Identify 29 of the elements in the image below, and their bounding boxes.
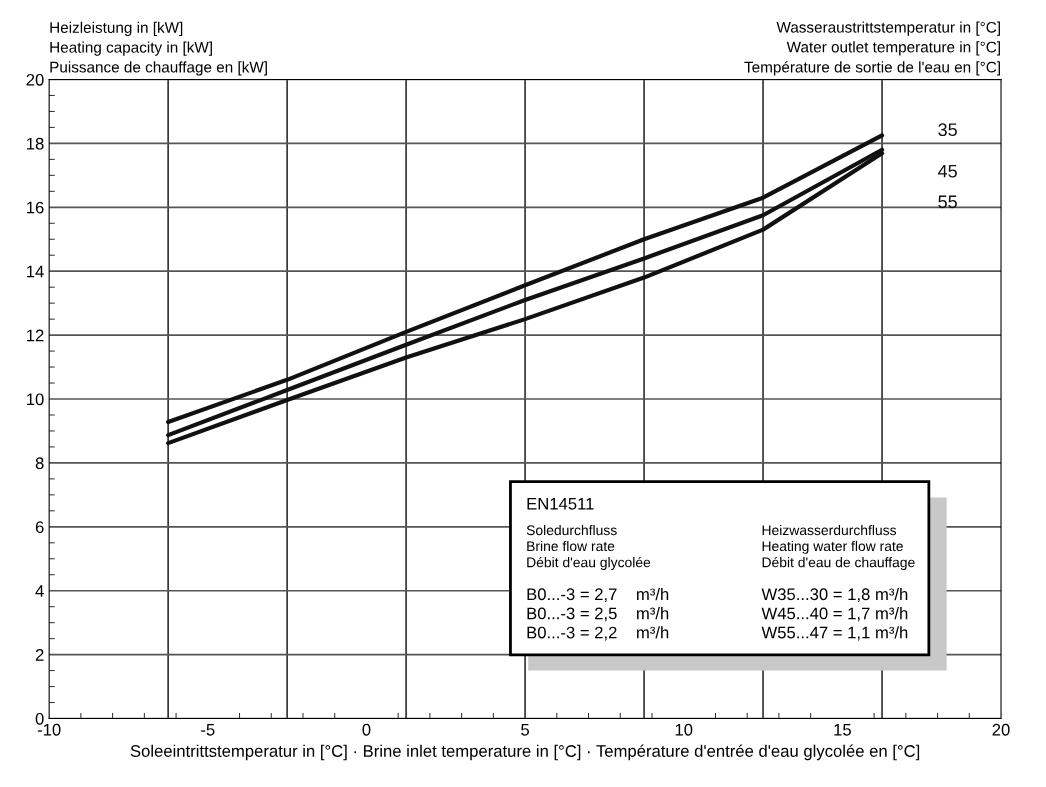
- y-tick-label: 18: [27, 137, 44, 150]
- text: 45: [938, 164, 957, 178]
- x-tick-label: -5: [201, 724, 215, 736]
- y-tick-label: 2: [35, 649, 44, 661]
- legend-title: Wasseraustrittstemperatur in [°C] Water outlet temperature in [°C] Température de sortie de l'eau en [°C]: [744, 21, 1000, 76]
- x-tick-label: 0: [362, 723, 371, 736]
- y-tick-label: 8: [35, 457, 44, 470]
- y-tick-label: 12: [27, 329, 44, 342]
- y-tick-label: 6: [35, 521, 44, 534]
- y-tick-label: 20: [26, 73, 44, 86]
- text: 35: [938, 123, 957, 137]
- x-axis-title: Soleeintrittstemperatur in [°C] · Brine inlet temperature in [°C] · Température d'entrée d'eau glycolée en [°C]: [130, 744, 920, 761]
- x-tick-label: -10: [37, 723, 61, 736]
- y-tick-label: 16: [27, 201, 44, 214]
- y-tick-label: 4: [35, 585, 44, 597]
- y-tick-label: 0: [35, 712, 44, 725]
- x-tick-label: 15: [834, 724, 851, 736]
- y-tick-label: 10: [27, 393, 44, 406]
- annotation: B0...-3 = 2,7 m³/h B0...-3 = 2,5 m³/h B0...-3 = 2,2 m³/h: [527, 587, 669, 641]
- annotation: EN14511: [527, 498, 594, 510]
- x-tick-label: 5: [521, 724, 530, 736]
- annotation: Heizwasserdurchfluss Heating water flow rate Débit d'eau de chauffage: [762, 524, 915, 571]
- x-tick-label: 20: [992, 723, 1010, 736]
- x-tick-label: 10: [675, 723, 693, 736]
- y-axis-title: Heizleistung in [kW] Heating capacity in [kW] Puissance de chauffage en [kW]: [50, 21, 267, 76]
- annotation: W35...30 = 1,8 m³/h W45...40 = 1,7 m³/h W55...47 = 1,1 m³/h: [761, 587, 908, 641]
- y-tick-label: 14: [27, 265, 44, 278]
- text: 55: [938, 195, 957, 209]
- annotation: Soledurchfluss Brine flow rate Débit d'eau glycolée: [526, 524, 651, 571]
